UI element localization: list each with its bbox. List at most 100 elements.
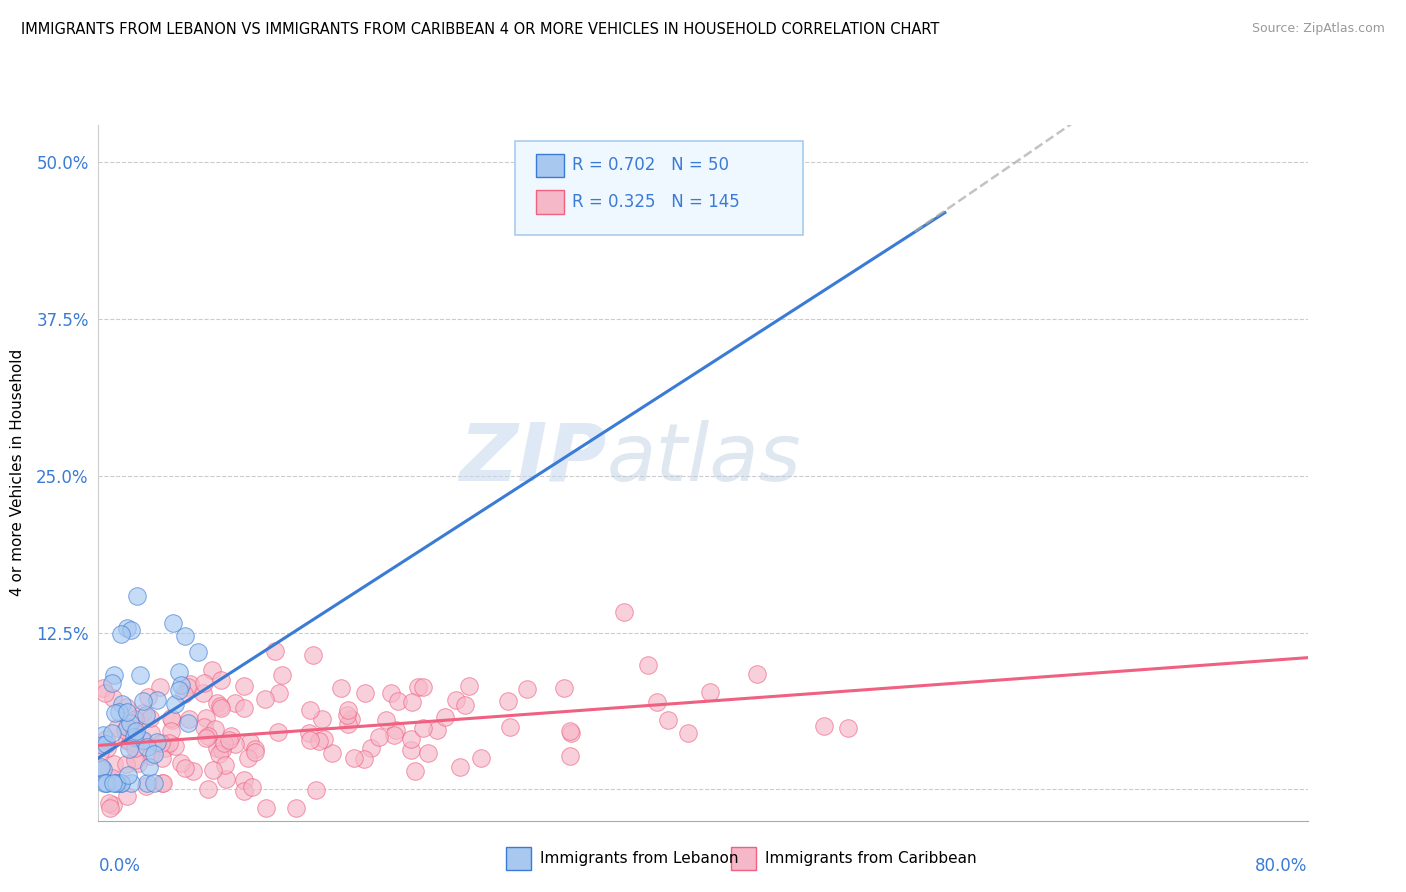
- Point: [336, 708, 359, 723]
- Point: [201, 763, 224, 777]
- Point: [837, 722, 859, 736]
- Point: [224, 737, 246, 751]
- Point: [204, 722, 226, 736]
- Text: 80.0%: 80.0%: [1256, 857, 1308, 875]
- Point: [89, 745, 111, 759]
- Point: [181, 764, 204, 779]
- Point: [98, 796, 121, 810]
- Point: [330, 681, 353, 695]
- Point: [657, 714, 679, 728]
- Point: [214, 758, 236, 772]
- Point: [416, 746, 439, 760]
- Point: [408, 681, 430, 695]
- Point: [105, 776, 128, 790]
- Point: [387, 694, 409, 708]
- Point: [263, 644, 285, 658]
- Point: [128, 668, 150, 682]
- Point: [745, 667, 768, 681]
- Point: [136, 776, 159, 790]
- Point: [124, 754, 146, 768]
- Point: [138, 760, 160, 774]
- Point: [233, 773, 256, 788]
- Point: [360, 740, 382, 755]
- Point: [94, 737, 117, 751]
- Point: [245, 745, 267, 759]
- Point: [308, 734, 330, 748]
- Point: [120, 716, 142, 731]
- Point: [382, 728, 405, 742]
- Point: [162, 615, 184, 630]
- Point: [139, 748, 162, 763]
- Point: [224, 696, 246, 710]
- Point: [321, 746, 343, 760]
- Point: [208, 747, 231, 761]
- Text: R = 0.702   N = 50: R = 0.702 N = 50: [572, 156, 730, 174]
- Point: [143, 747, 166, 761]
- Point: [212, 736, 235, 750]
- Point: [96, 740, 118, 755]
- Point: [125, 589, 148, 603]
- Point: [117, 733, 139, 747]
- Point: [93, 681, 115, 695]
- Point: [115, 705, 138, 719]
- Point: [193, 675, 215, 690]
- Text: ZIP: ZIP: [458, 420, 606, 498]
- Point: [298, 733, 321, 747]
- Point: [311, 712, 333, 726]
- Point: [243, 742, 266, 756]
- Point: [169, 665, 191, 680]
- Point: [120, 776, 142, 790]
- Point: [160, 711, 183, 725]
- Point: [101, 771, 124, 785]
- Text: Immigrants from Lebanon: Immigrants from Lebanon: [540, 851, 738, 865]
- Point: [115, 621, 138, 635]
- Point: [454, 698, 477, 713]
- Point: [337, 716, 360, 731]
- Point: [118, 735, 141, 749]
- Point: [179, 677, 201, 691]
- Point: [125, 723, 148, 738]
- Point: [233, 701, 256, 715]
- Point: [94, 776, 117, 790]
- Point: [117, 742, 139, 756]
- Point: [115, 720, 138, 734]
- Point: [94, 685, 117, 699]
- Point: [110, 776, 132, 790]
- Point: [385, 723, 408, 738]
- Point: [149, 680, 172, 694]
- Point: [645, 695, 668, 709]
- Point: [162, 713, 184, 727]
- Point: [368, 731, 391, 745]
- Point: [165, 697, 187, 711]
- Point: [209, 701, 232, 715]
- Point: [152, 775, 174, 789]
- Point: [444, 693, 467, 707]
- Point: [412, 722, 434, 736]
- Point: [170, 678, 193, 692]
- Point: [193, 720, 215, 734]
- Point: [127, 756, 149, 771]
- Point: [153, 740, 176, 755]
- Point: [209, 673, 232, 688]
- Point: [267, 685, 290, 699]
- Point: [314, 731, 336, 746]
- Point: [271, 668, 294, 682]
- Point: [107, 721, 129, 735]
- Point: [110, 776, 132, 790]
- Point: [174, 761, 197, 775]
- Point: [553, 681, 575, 695]
- Point: [104, 706, 127, 720]
- Point: [103, 757, 125, 772]
- Point: [135, 739, 157, 754]
- Point: [132, 694, 155, 708]
- Point: [90, 760, 112, 774]
- Point: [201, 663, 224, 677]
- Point: [197, 729, 219, 743]
- Point: [449, 760, 471, 774]
- Point: [219, 729, 242, 743]
- Point: [101, 676, 124, 690]
- Point: [179, 712, 201, 726]
- Point: [813, 719, 835, 733]
- Point: [122, 725, 145, 739]
- Point: [236, 750, 259, 764]
